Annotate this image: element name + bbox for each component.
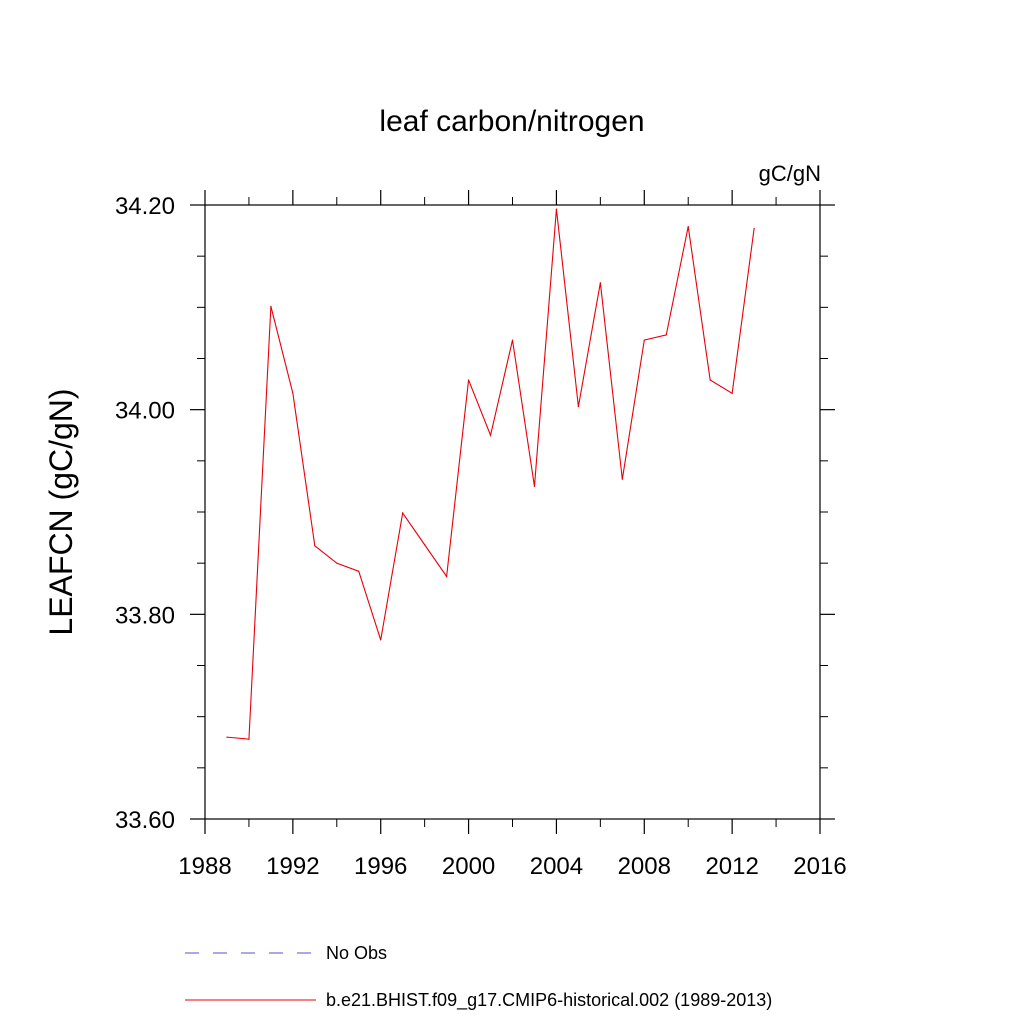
- data-point: [753, 227, 755, 230]
- series-layer: [226, 208, 755, 740]
- data-point: [226, 736, 228, 738]
- data-point: [665, 334, 667, 336]
- y-tick-label: 33.60: [115, 807, 175, 834]
- x-tick-label: 2000: [442, 853, 495, 880]
- data-point: [358, 570, 360, 572]
- data-point: [248, 738, 250, 740]
- data-point: [709, 379, 711, 381]
- units-label: gC/gN: [759, 161, 821, 186]
- data-point: [270, 305, 272, 307]
- x-tick-label: 1996: [354, 853, 407, 880]
- data-point: [489, 434, 492, 436]
- y-tick-label: 33.80: [115, 602, 175, 629]
- x-tick-label: 1988: [178, 853, 231, 880]
- data-point: [731, 392, 733, 394]
- x-tick-label: 2016: [793, 853, 846, 880]
- data-point: [402, 512, 404, 514]
- chart-title: leaf carbon/nitrogen: [379, 105, 644, 138]
- data-point: [380, 639, 382, 641]
- legend: No Obs b.e21.BHIST.f09_g17.CMIP6-histori…: [185, 943, 772, 1011]
- data-point: [643, 339, 645, 341]
- data-point: [599, 282, 601, 284]
- x-tick-label: 2004: [530, 853, 583, 880]
- x-tick-label: 2012: [705, 853, 758, 880]
- data-point: [533, 485, 536, 488]
- plot-frame: [204, 204, 821, 820]
- data-point: [467, 379, 470, 381]
- data-point: [424, 544, 426, 546]
- data-point: [336, 562, 338, 564]
- data-point: [292, 392, 294, 394]
- legend-label-no-obs: No Obs: [326, 943, 387, 963]
- x-tick-label: 2008: [618, 853, 671, 880]
- data-point: [621, 478, 623, 480]
- data-point: [555, 208, 558, 210]
- y-tick-label: 34.00: [115, 398, 175, 425]
- series-line-1: [226, 209, 755, 740]
- data-point: [446, 575, 448, 578]
- y-tick-label: 34.20: [115, 193, 175, 220]
- x-tick-label: 1992: [266, 853, 319, 880]
- axes: 1988 1992 1996 2000 2004 2008 2012 2016 33.60 33.…: [115, 190, 847, 880]
- y-axis-label: LEAFCN (gC/gN): [43, 388, 79, 635]
- data-point: [511, 339, 514, 341]
- data-point: [314, 545, 316, 547]
- data-point: [577, 405, 579, 408]
- data-point: [687, 225, 689, 228]
- legend-label-historical: b.e21.BHIST.f09_g17.CMIP6-historical.002…: [326, 990, 772, 1011]
